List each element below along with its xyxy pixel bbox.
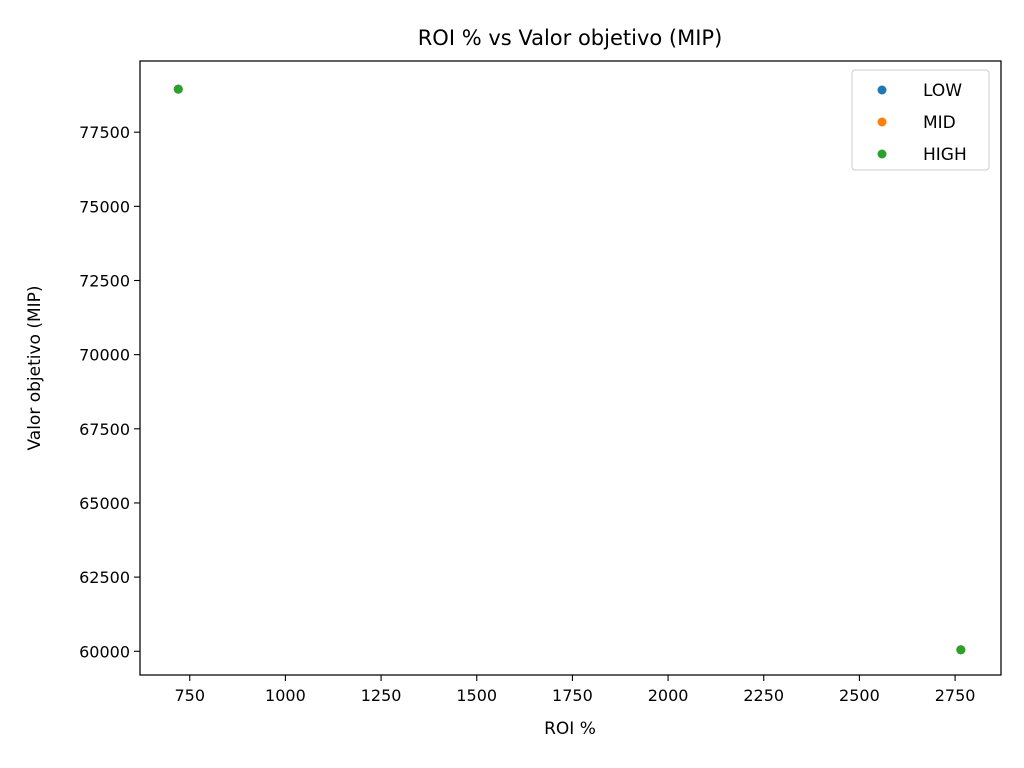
legend-label: MID [923, 113, 956, 133]
x-tick-label: 2750 [935, 686, 976, 705]
x-tick-label: 2250 [743, 686, 784, 705]
x-tick-label: 2500 [839, 686, 880, 705]
legend-label: LOW [923, 81, 962, 101]
x-tick-label: 1500 [456, 686, 497, 705]
data-point-high [956, 645, 966, 655]
legend: LOW MID HIGH [851, 69, 990, 171]
y-tick-label: 67500 [79, 420, 130, 439]
y-tick-label: 65000 [79, 494, 130, 513]
legend-items: LOW MID HIGH [877, 81, 967, 165]
x-axis-label: ROI % [544, 719, 596, 739]
legend-item-low: LOW [877, 81, 962, 101]
x-tick-label: 1750 [552, 686, 593, 705]
y-tick-label: 77500 [79, 123, 130, 142]
legend-label: HIGH [923, 145, 967, 165]
chart-title: ROI % vs Valor objetivo (MIP) [418, 26, 723, 50]
y-tick-label: 62500 [79, 568, 130, 587]
data-points [173, 84, 966, 655]
x-tick-label: 750 [174, 686, 205, 705]
x-tick-label: 1250 [361, 686, 402, 705]
legend-frame [851, 69, 990, 171]
legend-marker [877, 85, 887, 95]
y-tick-label: 72500 [79, 271, 130, 290]
legend-item-high: HIGH [877, 145, 967, 165]
legend-marker [877, 149, 887, 159]
y-tick-label: 70000 [79, 346, 130, 365]
legend-marker [877, 117, 887, 127]
y-tick-label: 75000 [79, 197, 130, 216]
y-axis: 60000 62500 65000 67500 70000 72500 75000 77500 [79, 123, 140, 661]
x-tick-label: 1000 [265, 686, 306, 705]
legend-item-mid: MID [877, 113, 956, 133]
y-axis-label: Valor objetivo (MIP) [25, 285, 45, 450]
x-tick-label: 2000 [648, 686, 689, 705]
data-point-high [173, 84, 183, 94]
x-axis: 750 1000 1250 1500 1750 2000 2250 2500 2750 [174, 675, 975, 705]
plot-area-frame [139, 60, 1002, 676]
y-tick-label: 60000 [79, 642, 130, 661]
